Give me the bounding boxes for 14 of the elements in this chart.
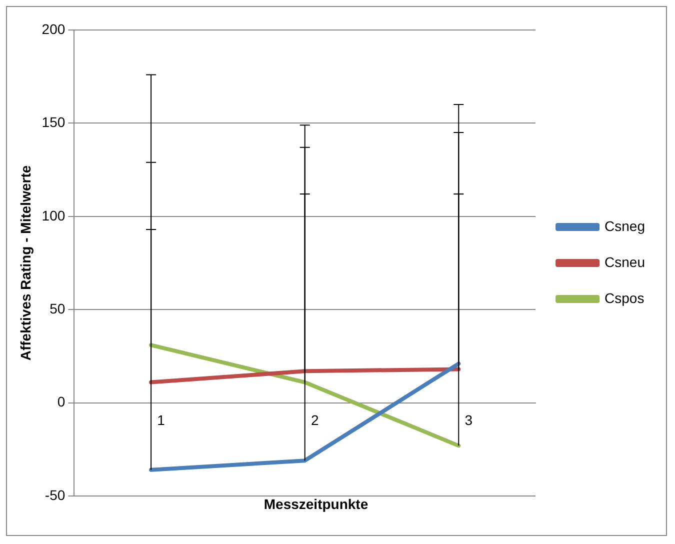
legend-label: Csneu [604,254,645,270]
x-tick-label: 3 [464,412,473,428]
x-axis-title: Messzeitpunkte [262,496,370,512]
y-tick-label: 200 [42,20,66,37]
y-axis-title: Affektives Rating - Mitelwerte [17,165,34,361]
y-tick-label: -50 [44,486,66,503]
x-tick-label: 2 [310,412,319,428]
y-tick-label: 100 [42,207,66,224]
y-tick-label: 50 [50,300,66,316]
y-tick-label: 150 [42,114,66,130]
legend-label: Csneg [604,218,645,234]
x-tick-label: 1 [157,412,166,428]
y-tick-label: 0 [57,394,66,410]
legend-label: Cspos [604,290,644,306]
